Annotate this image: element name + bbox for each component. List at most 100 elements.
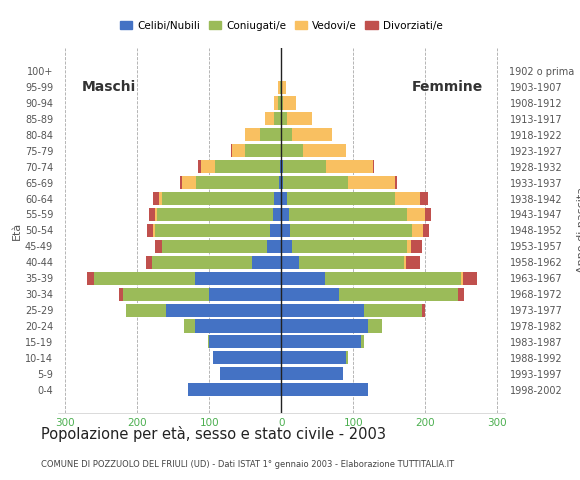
Bar bbox=[162, 192, 274, 205]
Bar bbox=[282, 160, 326, 173]
Bar bbox=[404, 256, 406, 269]
Bar bbox=[153, 192, 159, 205]
Bar bbox=[147, 224, 153, 237]
Bar bbox=[281, 288, 339, 300]
Bar bbox=[209, 336, 281, 348]
Bar bbox=[281, 144, 303, 157]
Bar bbox=[303, 144, 346, 157]
Bar bbox=[407, 240, 411, 253]
Bar bbox=[425, 208, 431, 221]
Bar bbox=[151, 256, 252, 269]
Bar bbox=[281, 367, 343, 380]
Bar bbox=[411, 240, 422, 253]
Bar bbox=[348, 176, 395, 189]
Bar bbox=[280, 81, 281, 94]
Bar bbox=[159, 192, 162, 205]
Bar bbox=[266, 112, 274, 125]
Bar bbox=[368, 320, 382, 333]
Bar bbox=[245, 144, 281, 157]
Bar bbox=[284, 176, 348, 189]
Bar bbox=[281, 208, 288, 221]
Bar bbox=[326, 160, 373, 173]
Bar bbox=[150, 208, 155, 221]
Bar bbox=[422, 303, 425, 317]
Bar bbox=[184, 320, 195, 333]
Bar bbox=[281, 176, 284, 189]
Bar bbox=[461, 272, 463, 285]
Bar bbox=[281, 192, 287, 205]
Bar bbox=[278, 96, 281, 109]
Bar bbox=[195, 272, 281, 285]
Bar bbox=[166, 303, 281, 317]
Bar bbox=[281, 256, 299, 269]
Bar bbox=[281, 240, 292, 253]
Bar bbox=[270, 224, 281, 237]
Text: Maschi: Maschi bbox=[81, 80, 136, 94]
Bar bbox=[290, 224, 412, 237]
Bar bbox=[281, 272, 325, 285]
Bar bbox=[281, 320, 368, 333]
Bar bbox=[87, 272, 94, 285]
Bar bbox=[126, 303, 166, 317]
Bar bbox=[288, 208, 407, 221]
Bar bbox=[274, 112, 281, 125]
Bar bbox=[208, 336, 209, 348]
Bar bbox=[155, 208, 157, 221]
Bar bbox=[299, 256, 404, 269]
Bar bbox=[407, 208, 425, 221]
Bar bbox=[188, 383, 281, 396]
Bar bbox=[395, 176, 397, 189]
Bar bbox=[220, 367, 281, 380]
Bar bbox=[274, 192, 281, 205]
Legend: Celibi/Nubili, Coniugati/e, Vedovi/e, Divorziati/e: Celibi/Nubili, Coniugati/e, Vedovi/e, Di… bbox=[115, 17, 447, 35]
Bar bbox=[423, 224, 429, 237]
Bar bbox=[281, 160, 282, 173]
Bar bbox=[420, 192, 427, 205]
Bar bbox=[463, 272, 477, 285]
Bar bbox=[215, 160, 280, 173]
Bar bbox=[252, 256, 281, 269]
Bar bbox=[292, 240, 407, 253]
Bar bbox=[245, 128, 260, 141]
Bar bbox=[213, 351, 281, 364]
Bar bbox=[281, 112, 287, 125]
Bar bbox=[233, 144, 245, 157]
Bar bbox=[196, 176, 279, 189]
Bar bbox=[287, 112, 312, 125]
Bar bbox=[361, 336, 364, 348]
Bar bbox=[273, 208, 281, 221]
Bar bbox=[94, 272, 195, 285]
Bar bbox=[373, 160, 374, 173]
Bar bbox=[281, 351, 346, 364]
Bar bbox=[346, 351, 347, 364]
Bar bbox=[119, 288, 123, 300]
Bar bbox=[195, 320, 281, 333]
Bar bbox=[198, 160, 201, 173]
Bar bbox=[281, 96, 284, 109]
Y-axis label: Età: Età bbox=[12, 221, 22, 240]
Bar bbox=[281, 128, 292, 141]
Bar bbox=[209, 288, 281, 300]
Bar bbox=[325, 272, 461, 285]
Bar bbox=[287, 192, 395, 205]
Text: Femmine: Femmine bbox=[411, 80, 483, 94]
Bar bbox=[260, 128, 281, 141]
Bar bbox=[364, 303, 422, 317]
Bar bbox=[281, 81, 282, 94]
Bar bbox=[123, 288, 209, 300]
Bar bbox=[279, 176, 281, 189]
Bar bbox=[292, 128, 332, 141]
Bar bbox=[154, 240, 162, 253]
Bar bbox=[281, 303, 364, 317]
Bar bbox=[281, 224, 290, 237]
Bar bbox=[274, 96, 278, 109]
Bar bbox=[157, 208, 273, 221]
Bar bbox=[201, 160, 215, 173]
Bar bbox=[412, 224, 423, 237]
Bar bbox=[282, 81, 285, 94]
Bar bbox=[339, 288, 458, 300]
Y-axis label: Anno di nascita: Anno di nascita bbox=[578, 187, 580, 274]
Bar bbox=[395, 192, 420, 205]
Text: Popolazione per età, sesso e stato civile - 2003: Popolazione per età, sesso e stato civil… bbox=[41, 426, 386, 442]
Bar bbox=[154, 224, 270, 237]
